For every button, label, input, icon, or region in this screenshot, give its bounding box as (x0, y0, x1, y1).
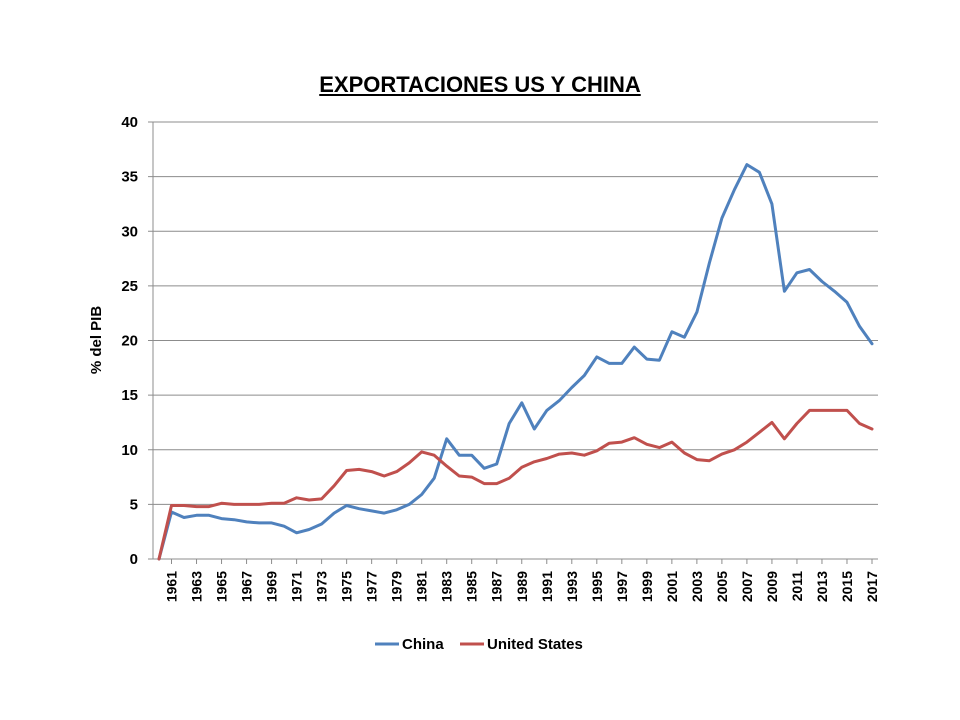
x-tick-label-1969: 1969 (264, 571, 280, 602)
y-tick-label-5: 5 (130, 496, 138, 513)
chart-title: EXPORTACIONES US Y CHINA (319, 72, 641, 97)
x-tick-label-2005: 2005 (714, 571, 730, 602)
x-tick-label-1985: 1985 (464, 571, 480, 602)
legend-label-united-states: United States (487, 636, 583, 653)
x-tick-label-1979: 1979 (389, 571, 405, 602)
y-tick-label-15: 15 (121, 387, 138, 404)
y-tick-label-40: 40 (121, 114, 138, 131)
x-tick-label-1997: 1997 (614, 571, 630, 602)
x-tick-label-1973: 1973 (314, 571, 330, 602)
x-tick-label-1983: 1983 (439, 571, 455, 602)
x-tick-label-2007: 2007 (739, 571, 755, 602)
x-tick-label-1963: 1963 (189, 571, 205, 602)
y-axis-label: % del PIB (88, 306, 105, 375)
x-tick-label-1977: 1977 (364, 571, 380, 602)
x-tick-label-1975: 1975 (339, 571, 355, 602)
y-tick-label-35: 35 (121, 169, 138, 186)
x-tick-label-1995: 1995 (589, 571, 605, 602)
x-tick-label-2013: 2013 (814, 571, 830, 602)
x-tick-label-1993: 1993 (564, 571, 580, 602)
x-tick-label-2017: 2017 (864, 571, 880, 602)
y-tick-label-25: 25 (121, 278, 138, 295)
y-tick-label-20: 20 (121, 333, 138, 350)
series-line-united-states (157, 408, 874, 561)
x-tick-label-1981: 1981 (414, 571, 430, 602)
legend-label-china: China (402, 636, 444, 653)
series-lines (157, 163, 874, 561)
legend: China United States (375, 636, 583, 653)
x-tick-label-2003: 2003 (689, 571, 705, 602)
x-tick-label-2011: 2011 (789, 571, 805, 602)
x-tick-label-1967: 1967 (239, 571, 255, 602)
y-axis-ticks: 0 5 10 15 20 25 30 35 40 (121, 114, 138, 568)
x-tick-label-2009: 2009 (764, 571, 780, 602)
y-tick-label-30: 30 (121, 223, 138, 240)
x-tick-label-1987: 1987 (489, 571, 505, 602)
x-tick-label-2015: 2015 (839, 571, 855, 602)
series-line-china (157, 163, 874, 561)
x-tick-label-1989: 1989 (514, 571, 530, 602)
x-tick-label-1999: 1999 (639, 571, 655, 602)
gridlines (153, 121, 878, 505)
x-tick-label-2001: 2001 (664, 571, 680, 602)
x-axis-ticks: 1961 1963 1965 1967 1969 1971 1973 1975 1977 1979… (164, 571, 880, 602)
y-tick-label-0: 0 (130, 551, 138, 568)
y-tick-label-10: 10 (121, 442, 138, 459)
x-tick-label-1971: 1971 (289, 571, 305, 602)
x-tick-label-1965: 1965 (214, 571, 230, 602)
x-tick-label-1961: 1961 (164, 571, 180, 602)
axes (148, 121, 878, 564)
x-tick-label-1991: 1991 (539, 571, 555, 602)
